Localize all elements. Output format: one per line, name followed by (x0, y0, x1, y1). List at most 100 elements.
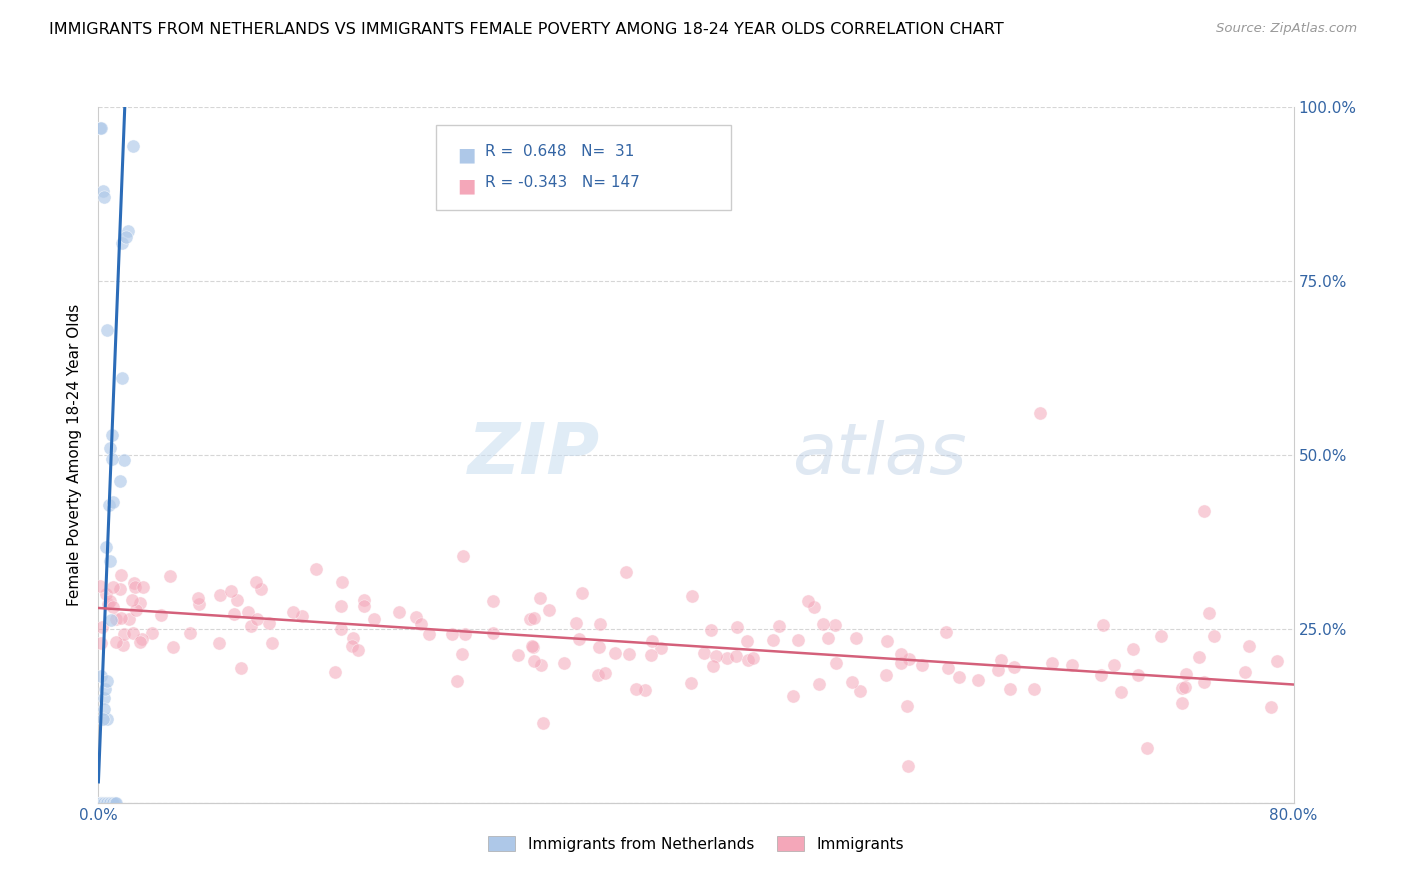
Point (240, 618, 263, 632)
Point (716, 651, 738, 665)
Point (101, 796, 124, 810)
Point (1260, 700, 1282, 714)
Point (103, 796, 125, 810)
Point (141, 626, 163, 640)
Point (725, 649, 748, 664)
Point (89, 579, 111, 593)
Point (329, 599, 352, 614)
Point (876, 633, 898, 648)
Point (537, 603, 560, 617)
Point (990, 652, 1012, 666)
Point (616, 565, 638, 579)
Point (96, 712, 118, 726)
Point (231, 661, 253, 675)
Point (768, 619, 790, 633)
Point (418, 626, 440, 640)
Point (530, 657, 553, 672)
Point (588, 640, 610, 654)
Point (1040, 656, 1063, 670)
Point (93, 190, 115, 204)
Point (97, 597, 120, 611)
Point (1150, 629, 1173, 643)
Point (208, 636, 231, 650)
Point (101, 495, 124, 509)
Point (1174, 666, 1197, 681)
Point (124, 88, 146, 103)
Point (91, 620, 114, 634)
Point (966, 673, 988, 688)
Point (1171, 696, 1194, 710)
Point (238, 605, 260, 619)
Point (105, 635, 128, 649)
Point (807, 677, 830, 691)
Point (482, 594, 505, 608)
Point (353, 593, 375, 607)
Point (825, 656, 848, 670)
Point (340, 639, 363, 653)
Point (124, 602, 146, 616)
Point (741, 650, 763, 665)
Point (101, 452, 124, 467)
Point (704, 648, 727, 663)
Point (523, 611, 546, 625)
Point (935, 624, 957, 639)
Point (1198, 606, 1220, 620)
Point (890, 656, 912, 670)
Point (121, 593, 143, 607)
Point (187, 591, 209, 605)
Point (897, 652, 920, 666)
Point (762, 633, 785, 648)
Point (641, 634, 664, 648)
Point (281, 605, 304, 619)
Point (100, 613, 122, 627)
Point (132, 580, 155, 594)
Point (93, 701, 115, 715)
Point (1192, 503, 1215, 517)
Point (98, 498, 121, 512)
Point (246, 611, 269, 625)
Point (679, 676, 702, 690)
Point (90, 120, 112, 135)
Point (291, 609, 314, 624)
Point (149, 608, 172, 623)
Point (115, 230, 138, 244)
Point (1204, 629, 1226, 643)
Point (640, 648, 662, 662)
Point (245, 575, 267, 590)
Point (603, 646, 626, 660)
Point (1237, 639, 1260, 653)
Point (98, 594, 122, 608)
Point (93, 796, 115, 810)
Point (97, 796, 120, 810)
Point (811, 617, 834, 632)
Point (405, 610, 427, 624)
Point (725, 620, 748, 634)
Point (624, 681, 647, 696)
Point (91, 796, 114, 810)
Point (451, 647, 474, 661)
Point (112, 638, 135, 652)
Point (1233, 665, 1256, 679)
Point (94, 587, 117, 601)
Point (89, 120, 111, 135)
Point (1122, 642, 1144, 657)
Point (112, 626, 135, 640)
Point (323, 665, 346, 680)
Point (1004, 660, 1026, 674)
Point (593, 665, 616, 680)
Point (1090, 667, 1112, 681)
Point (1060, 658, 1083, 673)
Point (786, 633, 808, 648)
Point (817, 631, 839, 645)
Point (105, 611, 128, 625)
Point (122, 625, 145, 640)
Point (634, 683, 657, 698)
Point (104, 796, 127, 810)
Point (347, 643, 370, 657)
Point (96, 323, 118, 337)
Point (875, 668, 897, 682)
Point (571, 586, 593, 600)
Point (589, 616, 612, 631)
Point (110, 611, 132, 625)
Point (90, 635, 112, 649)
